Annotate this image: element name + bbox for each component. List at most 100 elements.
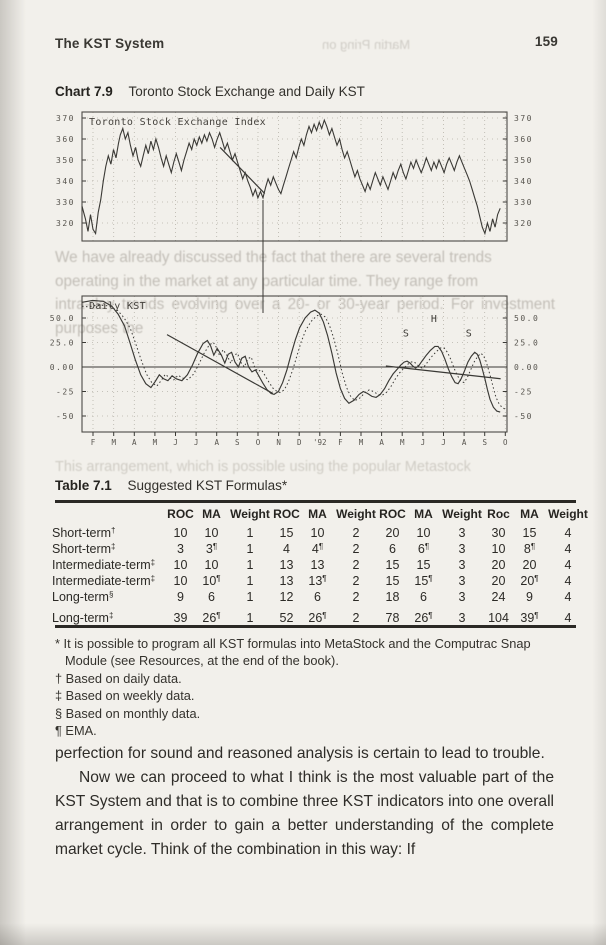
table-cell: 20 [491, 558, 506, 572]
y-axis-label: 330 [56, 198, 75, 207]
y-axis-label: 330 [514, 198, 533, 207]
table-cell: 4 [564, 574, 572, 588]
body-text: perfection for sound and reasoned analys… [55, 742, 554, 862]
table-caption-label: Table 7.1 [55, 478, 112, 493]
footnote: † Based on daily data. [55, 670, 182, 686]
table-cell: 12 [279, 590, 294, 604]
table-cell: 52 [279, 611, 294, 625]
kst-panel-title: Daily KST [89, 301, 146, 312]
y-axis-label: 320 [514, 219, 533, 228]
kst-signal-line [81, 304, 506, 410]
y-axis-label: -50 [514, 412, 533, 421]
x-axis-month-label: J [441, 438, 446, 447]
table-cell: 10 [173, 558, 188, 572]
y-axis-label: 25.0 [514, 339, 539, 348]
table-cell: 3 [458, 526, 466, 540]
head-and-shoulders-label: S [403, 329, 409, 340]
kst-trendline [166, 334, 274, 394]
chart-caption-label: Chart 7.9 [55, 84, 113, 99]
y-axis-label: 360 [56, 135, 75, 144]
table-cell: 1 [246, 611, 254, 625]
table-cell: 20 [385, 526, 400, 540]
y-axis-label: 370 [56, 114, 75, 123]
table-cell: 10¶ [202, 574, 221, 588]
x-axis-month-label: O [256, 438, 261, 447]
y-axis-label: 25.0 [50, 339, 75, 348]
x-axis-month-label: M [153, 438, 158, 447]
table-rule-bottom [55, 625, 576, 628]
table-header-row: ROC MA Weight ROC MA Weight ROC MA Weight Roc MA We… [52, 507, 588, 526]
table-cell: 15 [385, 558, 400, 572]
table-cell: 9 [177, 590, 184, 604]
x-axis-month-label: A [132, 438, 137, 447]
y-axis-label: 340 [514, 177, 533, 186]
x-axis-month-label: N [276, 438, 281, 447]
scan-edge-shadow-right [592, 0, 606, 945]
table-cell: 104 [488, 611, 509, 625]
table-cell: 3¶ [205, 542, 218, 556]
footnote: § Based on monthly data. [55, 705, 201, 721]
body-paragraph: perfection for sound and reasoned analys… [55, 745, 545, 762]
row-label: Intermediate-term‡ [52, 574, 156, 588]
x-axis-month-label: D [297, 438, 302, 447]
y-axis-label: 50.0 [514, 314, 539, 323]
x-axis-month-label: A [379, 438, 384, 447]
x-axis-month-label: J [173, 438, 178, 447]
running-head: The KST System [55, 36, 165, 51]
table-row: Long-term‡ 39 26¶ 1 52 26¶ 2 78 26¶ 3 104 39¶ 4 [52, 611, 582, 627]
y-axis-label: 320 [56, 219, 75, 228]
x-axis-month-label: O [503, 438, 508, 447]
y-axis-label: 50.0 [50, 314, 75, 323]
table-caption: Table 7.1 Suggested KST Formulas* [55, 478, 287, 493]
table-cell: 9 [526, 590, 533, 604]
table-row: Long-term§ 9 6 1 12 6 2 18 6 3 24 9 4 [52, 590, 582, 606]
table-footnotes: * It is possible to program all KST form… [55, 635, 563, 739]
footnote: ¶ EMA. [55, 723, 97, 739]
row-label: Short-term‡ [52, 542, 116, 556]
table-cell: 3 [458, 590, 466, 604]
table-cell: 10 [204, 526, 219, 540]
table-cell: 13 [279, 574, 294, 588]
y-axis-label: 0.00 [514, 363, 539, 372]
y-axis-label: 340 [56, 177, 75, 186]
table-cell: 20¶ [520, 574, 539, 588]
table-cell: 20 [522, 558, 537, 572]
table-cell: 13 [279, 558, 294, 572]
table-cell: ROC [273, 507, 300, 521]
table-caption-title: Suggested KST Formulas* [127, 478, 288, 493]
table-cell: 10 [416, 526, 431, 540]
table-cell: 39¶ [520, 611, 539, 625]
table-cell: Weight [230, 507, 270, 521]
footnote: ‡ Based on weekly data. [55, 688, 195, 704]
table-cell: 4 [564, 542, 572, 556]
table-cell: 39 [173, 611, 188, 625]
table-cell: 15 [385, 574, 400, 588]
table-cell: 10 [491, 542, 506, 556]
table-cell: 78 [385, 611, 400, 625]
table-cell: 26¶ [308, 611, 327, 625]
x-axis-month-label: J [194, 438, 199, 447]
y-axis-label: 370 [514, 114, 533, 123]
table-cell: 30 [491, 526, 506, 540]
row-label: Intermediate-term‡ [52, 558, 156, 572]
table-cell: 15 [522, 526, 537, 540]
table-cell: Weight [548, 507, 588, 521]
row-label: Long-term§ [52, 590, 114, 604]
x-axis-month-label: F [338, 438, 343, 447]
table-cell: 6 [208, 590, 215, 604]
table-cell: ROC [379, 507, 406, 521]
table-cell: 6 [389, 542, 396, 556]
x-axis-month-label: M [111, 438, 116, 447]
price-series-line [81, 118, 501, 236]
table-cell: 6¶ [417, 542, 430, 556]
table-cell: 8¶ [523, 542, 536, 556]
table-cell: 1 [246, 558, 254, 572]
table-row: Intermediate-term‡ 10 10¶ 1 13 13¶ 2 15 15¶ 3 20 20… [52, 574, 582, 590]
table-cell: 20 [491, 574, 506, 588]
y-axis-label: -50 [56, 412, 75, 421]
y-axis-label: 0.00 [50, 363, 75, 372]
table-cell: 24 [491, 590, 506, 604]
table-row: Intermediate-term‡ 10 10 1 13 13 2 15 15 3 20 20 4 [52, 558, 582, 574]
table-cell: 4 [564, 526, 572, 540]
table-row: Short-term† 10 10 1 15 10 2 20 10 3 30 15 4 [52, 526, 582, 542]
